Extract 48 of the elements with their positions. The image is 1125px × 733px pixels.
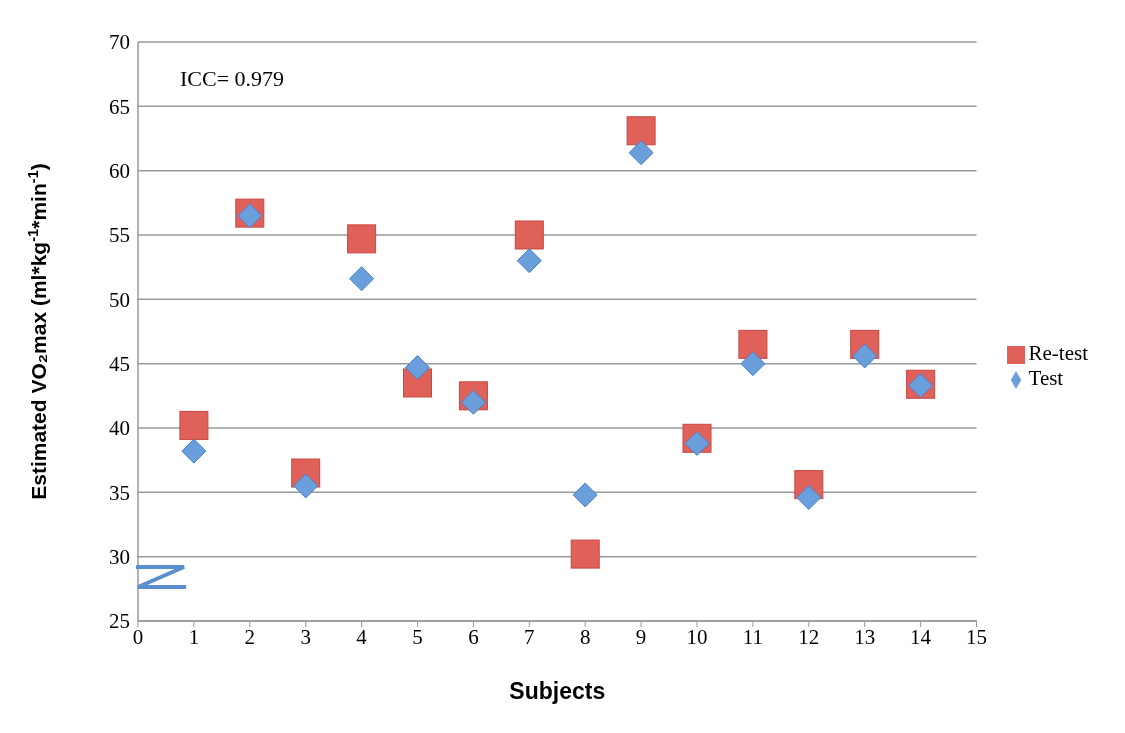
x-tick-label: 12 [798,624,820,649]
x-tick-label: 0 [132,624,144,649]
point [405,355,431,381]
x-tick-label: 15 [966,624,988,649]
point [181,438,207,464]
x-tick-label: 13 [854,624,876,649]
point [179,410,209,440]
x-axis-title: Subjects [509,678,606,704]
y-tick-label: 70 [109,30,130,55]
x-tick-label: 7 [524,624,535,649]
point [740,351,766,377]
x-tick-label: 5 [412,624,423,649]
x-tick-label: 4 [356,624,368,649]
y-tick-label: 55 [109,223,130,248]
y-tick-label: 25 [109,609,130,634]
point [570,539,600,569]
point [514,220,544,250]
x-tick-label: 9 [635,624,647,649]
y-tick-label: 50 [109,287,130,312]
legend-label: Re-test [1028,340,1088,365]
point [572,482,598,508]
y-tick-label: 30 [109,545,130,570]
x-tick-label: 2 [244,624,256,649]
x-tick-label: 11 [742,624,764,649]
point [516,248,542,274]
point [628,140,654,166]
point [738,329,768,359]
legend-label: Test [1028,365,1064,390]
y-tick-label: 40 [109,416,130,441]
y-tick-label: 45 [109,352,130,377]
x-tick-label: 3 [300,624,311,649]
y-tick-label: 35 [109,480,130,505]
x-tick-label: 8 [579,624,591,649]
y-tick-label: 60 [109,159,130,184]
x-tick-label: 10 [686,624,708,649]
point [684,430,710,456]
point [349,266,375,292]
point [626,116,656,146]
point [293,473,319,499]
point [460,389,486,415]
point [852,343,878,369]
x-tick-label: 6 [468,624,479,649]
point [796,484,822,510]
annotation: ICC= 0.979 [180,66,285,92]
x-tick-label: 1 [188,624,200,649]
point [347,224,377,254]
x-tick-label: 14 [910,624,932,649]
y-tick-label: 65 [109,94,130,119]
